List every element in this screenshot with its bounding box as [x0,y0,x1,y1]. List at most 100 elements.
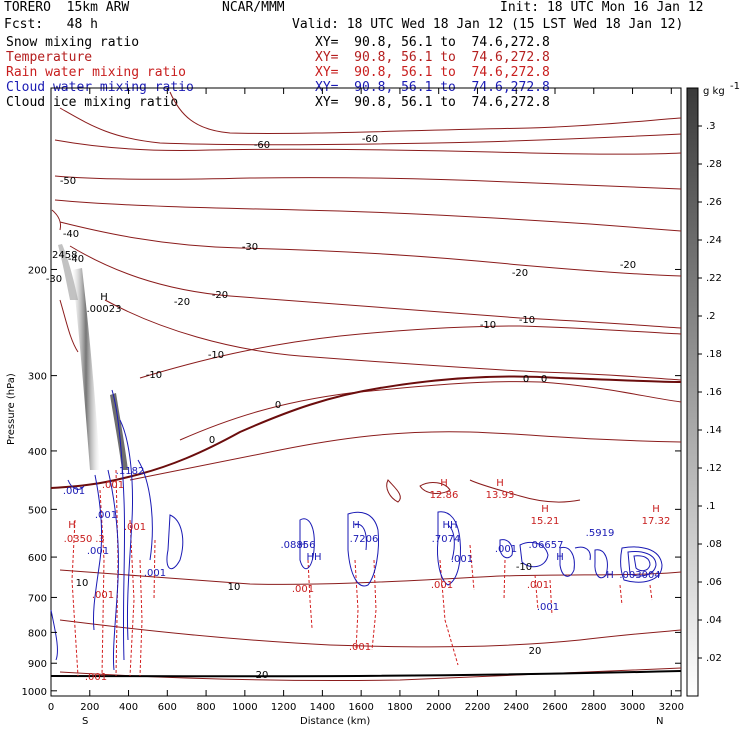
temperature-label: -30 [242,242,258,253]
colorbar-tick-label: .18 [706,349,722,360]
cloud-water-label: .003004 [619,570,660,581]
x-tick-labels: 0 200 400 600 800 1000 1200 1400 1600 1800 2000 220… [48,702,684,713]
colorbar-tick-label: .22 [706,273,722,284]
cloud-water-label: .001 [144,568,166,579]
colorbar-tick-label: .12 [706,463,722,474]
temperature-label: -20 [620,260,636,271]
temperature-label: -40 [63,229,79,240]
temperature-label: -10 [146,370,162,381]
colorbar-tick-label: .14 [706,425,722,436]
extremum-value: 12.86 [430,490,459,501]
colorbar-tick-label: .24 [706,235,722,246]
cloud-water-label: .001 [537,602,559,613]
ground-line [50,670,682,678]
rain-label: .001 [349,642,371,653]
snow-label: 2458 [52,250,77,261]
x-tick-label: 2800 [581,702,606,713]
colorbar-tick-label: .08 [706,539,722,550]
cloud-water-label: H [556,552,564,563]
temperature-labels: -60 -60 -50 -40 -40 -30 -30 -20 -20 -20 -20 -10 -10 -… [46,134,636,681]
x-tick-label: 800 [197,702,216,713]
rain-label: H [68,520,76,531]
extremum-marker: H [541,504,549,515]
x-tick-label: 3000 [620,702,645,713]
colorbar-tick-label: .28 [706,159,722,170]
valid-label: Valid: 18 UTC Wed 18 Jan 12 (15 LST Wed … [292,17,684,32]
extremum-value: 15.21 [531,516,560,527]
temperature-label: -10 [480,320,496,331]
x-tick-label: 1600 [348,702,373,713]
temperature-label: -20 [174,297,190,308]
extremum-marker: H [496,478,504,489]
temperature-label: -10 [208,350,224,361]
rain-contours [71,469,653,677]
rain-label: .001 [85,672,107,683]
y-tick-label: 200 [28,265,47,276]
cloud-water-label: H [606,570,614,581]
temperature-label: 10 [76,578,89,589]
rain-label: .001 [527,580,549,591]
legend-cloud-ice: Cloud ice mixing ratio [6,95,179,110]
x-tick-label: 400 [119,702,138,713]
temperature-label: -30 [46,274,62,285]
model-title: TORERO 15km ARW [4,0,130,15]
colorbar-tick-label: .1 [706,501,716,512]
x-axis-title: Distance (km) [300,716,370,727]
x-axis-end-label: N [656,716,663,727]
colorbar-tick-label: .26 [706,197,722,208]
x-tick-label: 2400 [504,702,529,713]
cloud-water-label: H [298,540,306,551]
y-tick-label: 500 [28,505,47,516]
temperature-contours [51,91,682,682]
org-label: NCAR/MMM [222,0,285,15]
cloud-water-label: .7206 [350,534,379,545]
rain-label: .001 [124,522,146,533]
temperature-label: 0 [209,435,215,446]
x-tick-label: 3200 [659,702,684,713]
y-tick-label: 800 [28,628,47,639]
zero-isotherm [50,375,682,489]
legend-rain-xy: XY= 90.8, 56.1 to 74.6,272.8 [315,65,550,80]
colorbar: .3 .28 .26 .24 .22 .2 .18 .16 .14 .12 .1 .08 .06 .04.… [686,81,740,697]
plot-frame [50,87,682,697]
temperature-label: -10 [516,562,532,573]
temperature-label: -10 [519,315,535,326]
snow-mixing-ratio-shading [58,244,128,470]
rain-label: .001 [92,590,114,601]
cloud-water-label: .001 [495,544,517,555]
y-tick-label: 300 [28,372,47,383]
cloud-water-labels: .001 .001 .001 .001 .001 .001 .001 .1182 H .7206 H… [63,466,661,613]
x-tick-label: 600 [158,702,177,713]
forecast-label: Fcst: 48 h [4,17,98,32]
legend-temperature-xy: XY= 90.8, 56.1 to 74.6,272.8 [315,50,550,65]
temperature-label: -60 [254,140,270,151]
axis-ticks [50,88,681,696]
x-tick-label: 200 [80,702,99,713]
extremum-value: .00023 [87,304,122,315]
rain-label: .3 [95,534,105,545]
y-tick-label: 600 [28,553,47,564]
legend-cloud-ice-xy: XY= 90.8, 56.1 to 74.6,272.8 [315,95,550,110]
temperature-label: 0 [523,374,529,385]
colorbar-tick-label: .06 [706,577,722,588]
colorbar-tick-label: .3 [706,121,716,132]
x-tick-label: 1400 [310,702,335,713]
y-tick-label: 400 [28,447,47,458]
legend-temperature: Temperature [6,50,93,65]
cloud-water-label: .001 [87,546,109,557]
x-tick-label: 2000 [426,702,451,713]
x-tick-label: 1800 [387,702,412,713]
y-tick-label: 700 [28,593,47,604]
legend-snow-xy: XY= 90.8, 56.1 to 74.6,272.8 [315,35,550,50]
cloud-water-label: H [352,520,360,531]
colorbar-tick-label: .04 [706,615,722,626]
legend-rain: Rain water mixing ratio [6,65,187,80]
x-tick-label: 1000 [232,702,257,713]
colorbar-unit: g kg [703,86,725,97]
x-tick-label: 1200 [271,702,296,713]
extremum-marker: H [652,504,660,515]
temperature-label: 20 [256,670,269,681]
extremum-marker: H [100,292,108,303]
